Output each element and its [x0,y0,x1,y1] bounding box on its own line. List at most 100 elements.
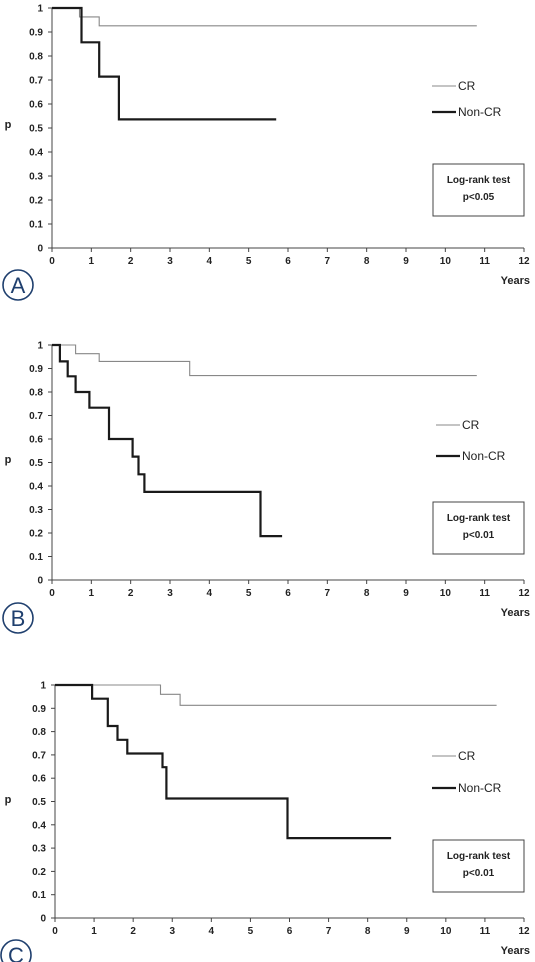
panel-badge [0,939,32,962]
x-tick-label: 4 [209,926,215,937]
x-tick-label: 0 [49,256,55,267]
x-tick-label: 2 [130,926,136,937]
log-rank-box [432,501,525,555]
y-tick-label: 0.3 [29,172,43,183]
y-axis-label: p [5,794,12,806]
x-tick-label: 6 [287,926,293,937]
log-rank-text: Log-rank test [447,175,511,186]
series-line-cr [52,344,477,377]
x-tick-label: 12 [518,588,530,599]
x-axis-label: Years [501,275,530,287]
x-tick-label: 11 [479,256,490,267]
y-tick-label: 0.1 [32,890,46,901]
survival-panel-b: 00.10.20.30.40.50.60.70.80.910 1 2 3 4 5 6 7 8 9 1… [2,341,530,634]
x-tick-label: 10 [440,926,452,937]
x-tick-label: 1 [89,588,95,599]
y-tick-label: 0.8 [32,727,46,738]
x-tick-label: 4 [207,256,213,267]
x-tick-label: 1 [89,256,95,267]
x-tick-label: 3 [167,588,173,599]
legend-label-non-cr: Non-CR [458,781,502,795]
x-tick-label: 11 [479,588,490,599]
x-tick-label: 6 [285,256,291,267]
x-tick-label: 1 [91,926,97,937]
panel-badge [2,269,34,301]
x-tick-label: 7 [325,256,331,267]
y-tick-label: 0.6 [32,774,46,785]
y-tick-label: 0.2 [29,196,43,207]
y-tick-label: 0.9 [29,364,43,375]
x-tick-label: 10 [440,588,452,599]
y-tick-label: 0.6 [29,435,43,446]
x-tick-label: 8 [365,926,371,937]
x-tick-label: 8 [364,588,370,599]
series-line-cr [52,7,477,27]
x-tick-label: 12 [518,256,530,267]
legend-label-non-cr: Non-CR [462,449,506,463]
x-tick-label: 3 [169,926,175,937]
x-tick-label: 4 [207,588,213,599]
y-tick-label: 0 [37,244,43,255]
x-tick-label: 11 [480,926,491,937]
y-tick-label: 0.4 [32,820,46,831]
x-tick-label: 0 [49,588,55,599]
y-tick-label: 0.5 [32,797,46,808]
x-tick-label: 5 [246,588,252,599]
y-tick-label: 0.3 [29,505,43,516]
log-rank-text: Log-rank test [447,513,511,524]
x-tick-label: 5 [246,256,252,267]
y-tick-label: 0 [37,576,43,587]
panel-letter: B [11,606,26,631]
legend-label-non-cr: Non-CR [458,105,502,119]
log-rank-box [432,839,525,893]
y-tick-label: 0.9 [29,28,43,39]
survival-panel-c: 00.10.20.30.40.50.60.70.80.910 1 2 3 4 5 6 7 8 9 1… [0,681,530,962]
legend-label-cr: CR [458,79,476,93]
y-tick-label: 0.9 [32,704,46,715]
y-axis-label: p [5,454,12,466]
x-tick-label: 6 [285,588,291,599]
x-tick-label: 9 [404,926,410,937]
y-tick-label: 0.3 [32,844,46,855]
log-rank-text: p<0.01 [463,868,495,879]
y-tick-label: 1 [40,681,46,692]
y-tick-label: 0.6 [29,100,43,111]
log-rank-text: p<0.01 [463,530,495,541]
y-tick-label: 0.2 [32,867,46,878]
x-axis-label: Years [501,945,530,957]
y-tick-label: 0.8 [29,388,43,399]
panel-letter: A [11,273,26,298]
panel-letter: C [8,943,24,962]
x-tick-label: 0 [52,926,58,937]
y-tick-label: 0.7 [29,76,43,87]
y-tick-label: 0.1 [29,220,43,231]
x-tick-label: 9 [403,588,409,599]
legend-label-cr: CR [458,749,476,763]
y-tick-label: 1 [37,341,43,352]
x-tick-label: 10 [440,256,452,267]
log-rank-text: p<0.05 [463,192,495,203]
x-tick-label: 2 [128,256,134,267]
y-tick-label: 1 [37,4,43,15]
y-axis-label: p [5,119,12,131]
log-rank-box [432,163,525,217]
y-tick-label: 0.2 [29,529,43,540]
x-tick-label: 3 [167,256,173,267]
x-tick-label: 7 [326,926,332,937]
series-line-cr [55,684,497,706]
series-line-non-cr [52,6,277,121]
y-tick-label: 0.4 [29,482,43,493]
y-tick-label: 0.5 [29,458,43,469]
y-tick-label: 0 [40,914,46,925]
legend-label-cr: CR [462,418,480,432]
x-tick-label: 9 [403,256,409,267]
y-tick-label: 0.7 [29,411,43,422]
log-rank-text: Log-rank test [447,851,511,862]
survival-panel-a: 00.10.20.30.40.50.60.70.80.910 1 2 3 4 5 6 7 8 9 1… [2,4,530,301]
x-tick-label: 5 [248,926,254,937]
x-tick-label: 12 [518,926,530,937]
panel-badge [2,602,34,634]
x-tick-label: 7 [325,588,331,599]
y-tick-label: 0.8 [29,52,43,63]
